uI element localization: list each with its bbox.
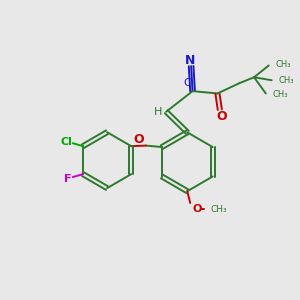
Text: O: O [193, 205, 202, 214]
Text: CH₃: CH₃ [211, 205, 227, 214]
Text: CH₃: CH₃ [278, 76, 294, 85]
Text: C: C [183, 78, 191, 88]
Text: O: O [216, 110, 226, 123]
Text: Cl: Cl [61, 137, 73, 147]
Text: F: F [64, 174, 71, 184]
Text: O: O [133, 133, 144, 146]
Text: CH₃: CH₃ [275, 59, 291, 68]
Text: CH₃: CH₃ [272, 90, 288, 99]
Text: H: H [154, 107, 162, 117]
Text: N: N [184, 54, 195, 67]
